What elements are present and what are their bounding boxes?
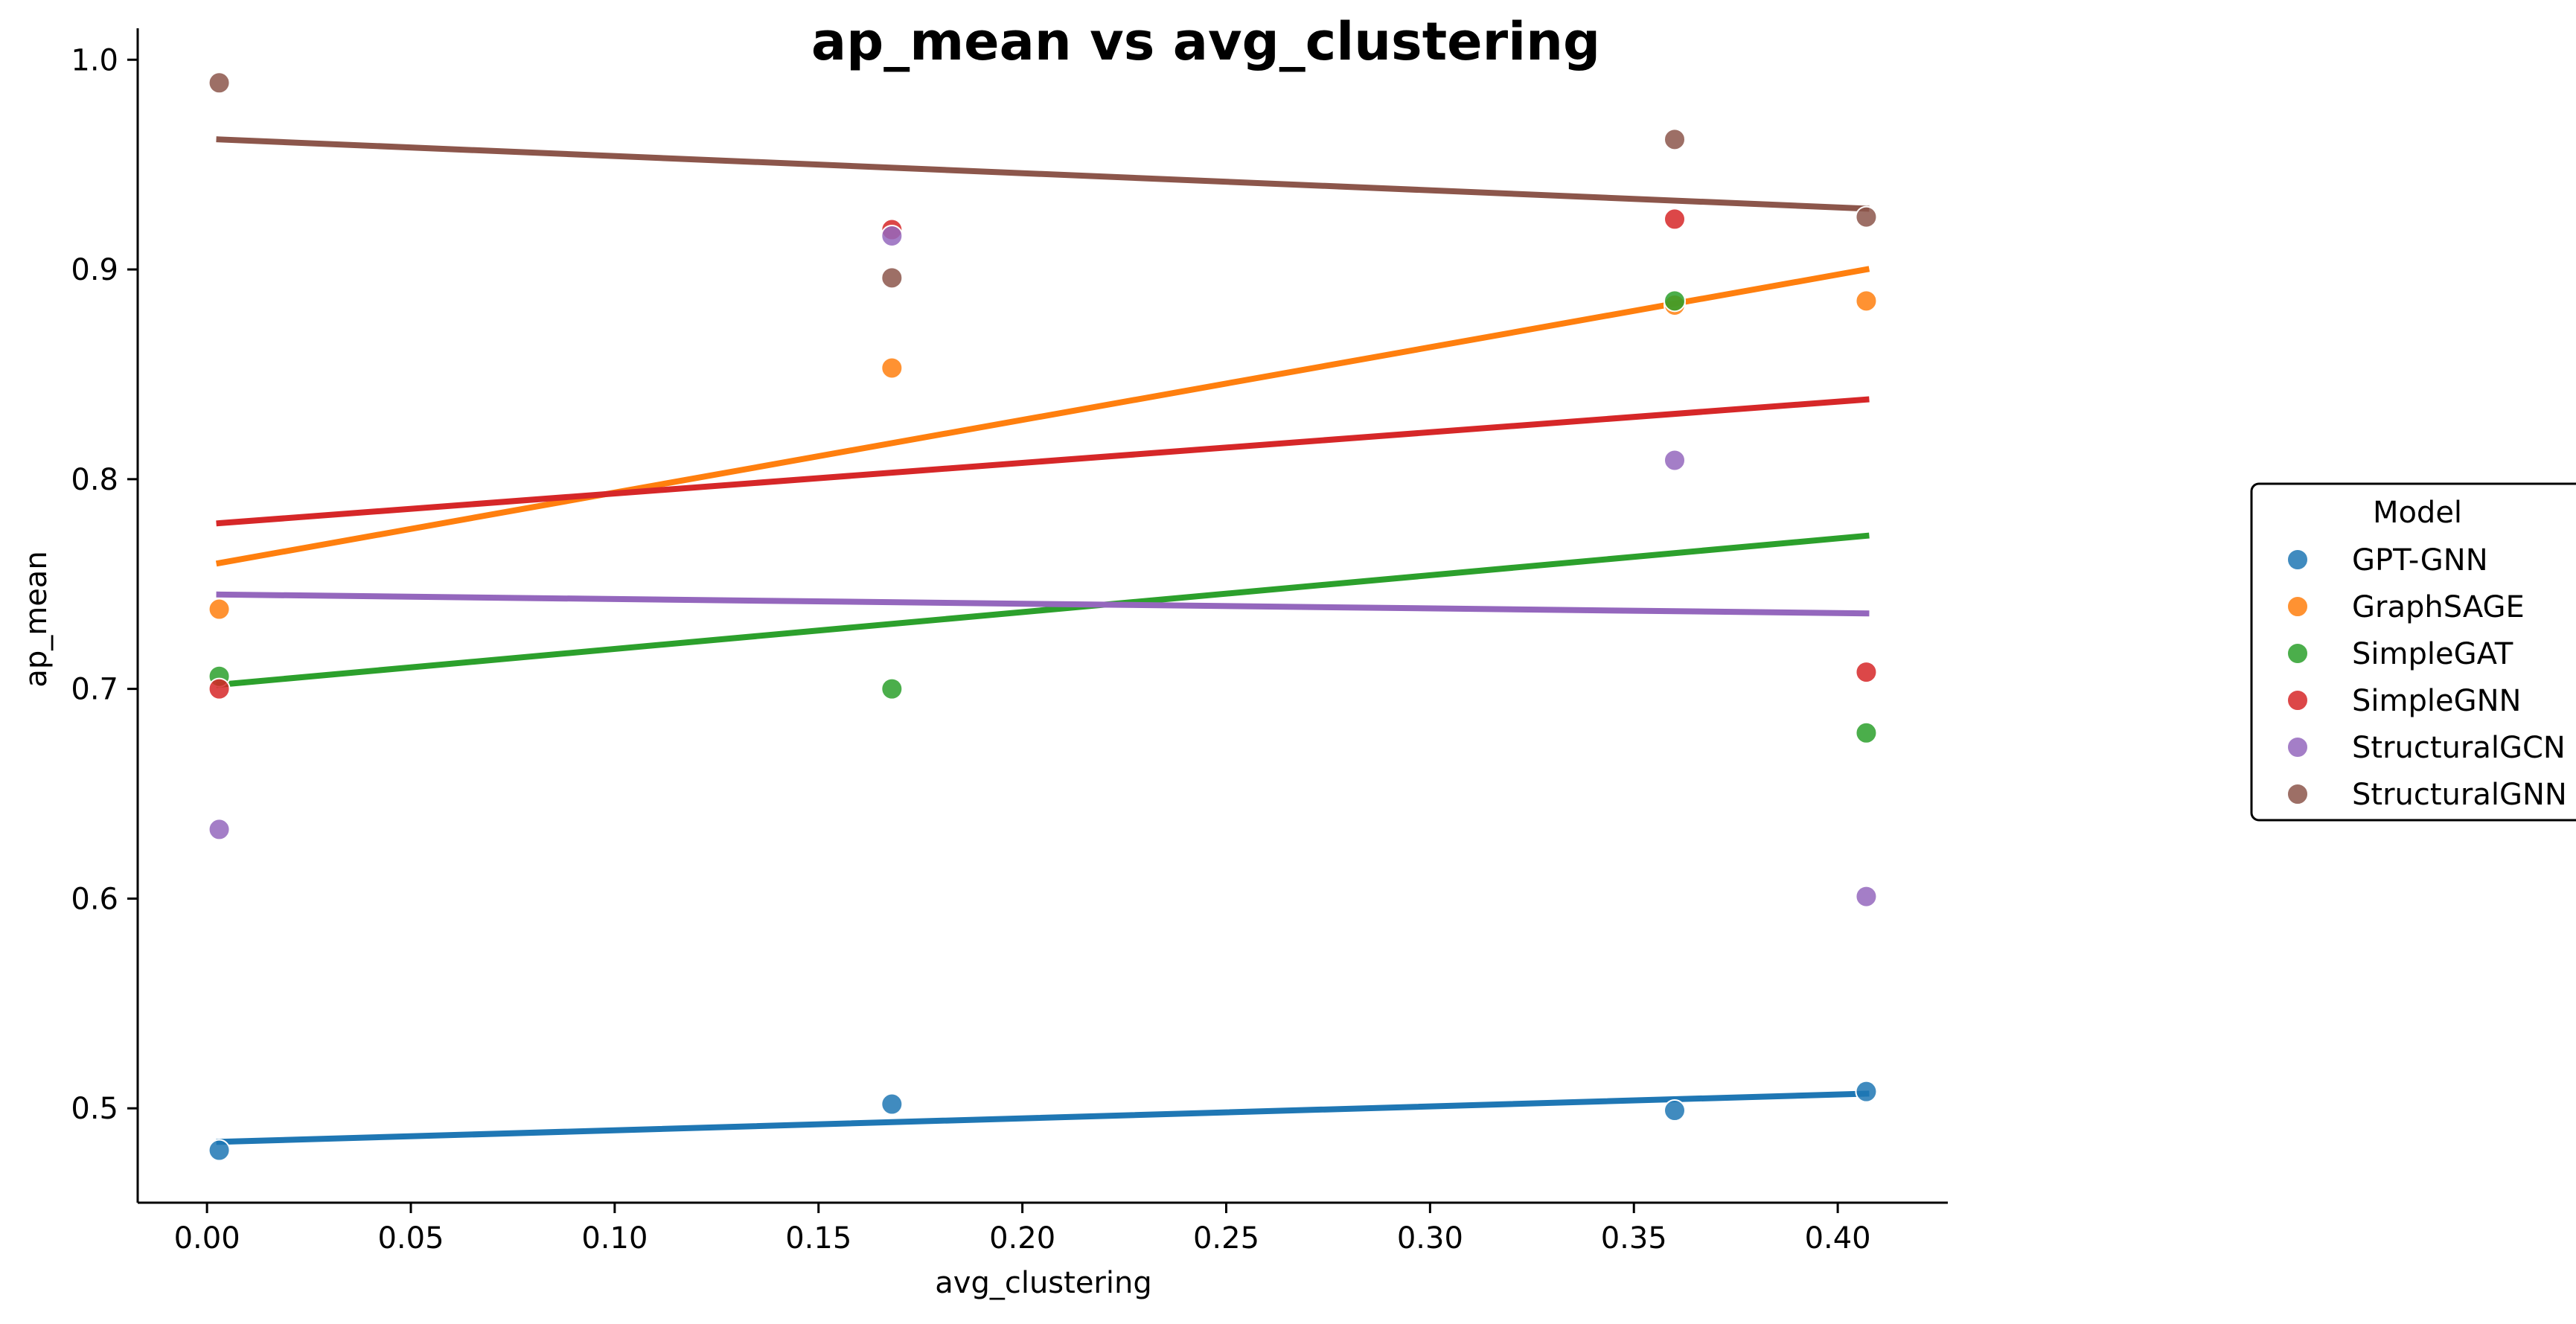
data-point-structuralgnn [880, 266, 904, 290]
data-point-structuralgnn [1663, 128, 1687, 151]
trend-line-gpt-gnn [216, 1090, 1870, 1145]
y-tick-label: 1.0 [71, 43, 118, 77]
legend-entries: GPT-GNN GraphSAGE SimpleGAT SimpleGNN Struct… [2286, 543, 2567, 812]
chart-title: ap_mean vs avg_clustering [811, 11, 1600, 72]
trend-lines [215, 136, 1870, 1145]
data-point-graphsage [880, 356, 904, 380]
trend-line-simplegnn [216, 396, 1870, 527]
legend-label-graphsage: GraphSAGE [2352, 590, 2525, 624]
data-point-graphsage [208, 598, 231, 621]
legend-marker-graphsage [2286, 595, 2309, 618]
x-tick-label: 0.35 [1601, 1221, 1667, 1256]
data-point-simplegat [1663, 290, 1687, 313]
legend-label-gpt-gnn: GPT-GNN [2352, 543, 2488, 578]
data-point-structuralgcn [1855, 885, 1878, 908]
x-tick-label: 0.20 [989, 1221, 1055, 1256]
data-point-structuralgcn [208, 818, 231, 841]
legend-label-simplegat: SimpleGAT [2352, 637, 2513, 671]
data-point-structuralgnn [1855, 205, 1878, 228]
trend-line-simplegat [216, 532, 1870, 688]
data-point-simplegat [1855, 721, 1878, 744]
axes: 0.00 0.05 0.10 0.15 0.20 0.25 0.30 0.35 0.40 0.5 0… [71, 28, 1948, 1256]
data-point-structuralgcn [1663, 449, 1687, 472]
y-tick-label: 0.8 [71, 463, 118, 497]
x-axis-label: avg_clustering [935, 1266, 1151, 1300]
data-points [208, 71, 1878, 1162]
data-point-structuralgnn [208, 71, 231, 95]
legend-title: Model [2373, 496, 2462, 530]
y-tick-label: 0.9 [71, 253, 118, 287]
trend-line-graphsage [215, 266, 1870, 567]
x-tick-label: 0.10 [581, 1221, 648, 1256]
data-point-simplegnn [1663, 208, 1687, 231]
y-axis-label: ap_mean [19, 551, 54, 687]
data-point-simplegnn [1855, 661, 1878, 684]
y-tick-label: 0.6 [71, 882, 118, 916]
y-tick-label: 0.5 [71, 1092, 118, 1126]
data-point-simplegat [880, 677, 904, 700]
data-point-simplegnn [208, 677, 231, 700]
x-tick-label: 0.30 [1397, 1221, 1463, 1256]
legend-marker-structuralgcn [2286, 736, 2309, 758]
legend-label-structuralgcn: StructuralGCN [2352, 731, 2566, 765]
legend-frame [2250, 482, 2576, 822]
legend-marker-simplegnn [2286, 689, 2309, 711]
legend-label-simplegnn: SimpleGNN [2352, 684, 2521, 718]
data-point-gpt-gnn [880, 1093, 904, 1116]
legend-marker-structuralgnn [2286, 783, 2309, 805]
data-point-structuralgcn [880, 224, 904, 247]
trend-line-structuralgcn [216, 591, 1870, 617]
x-tick-label: 0.05 [377, 1221, 444, 1256]
x-tick-label: 0.25 [1193, 1221, 1259, 1256]
y-tick-label: 0.7 [71, 673, 118, 707]
x-tick-label: 0.00 [174, 1221, 240, 1256]
data-point-gpt-gnn [1855, 1080, 1878, 1103]
legend-marker-simplegat [2286, 642, 2309, 665]
legend-marker-gpt-gnn [2286, 549, 2309, 571]
trend-line-structuralgnn [216, 136, 1870, 212]
legend-label-structuralgnn: StructuralGNN [2352, 778, 2567, 812]
legend: Model GPT-GNN GraphSAGE SimpleGAT SimpleGNN… [2250, 482, 2576, 822]
data-point-gpt-gnn [208, 1139, 231, 1162]
data-point-graphsage [1855, 290, 1878, 313]
data-point-gpt-gnn [1663, 1099, 1687, 1122]
x-tick-label: 0.15 [785, 1221, 851, 1256]
x-tick-label: 0.40 [1805, 1221, 1871, 1256]
